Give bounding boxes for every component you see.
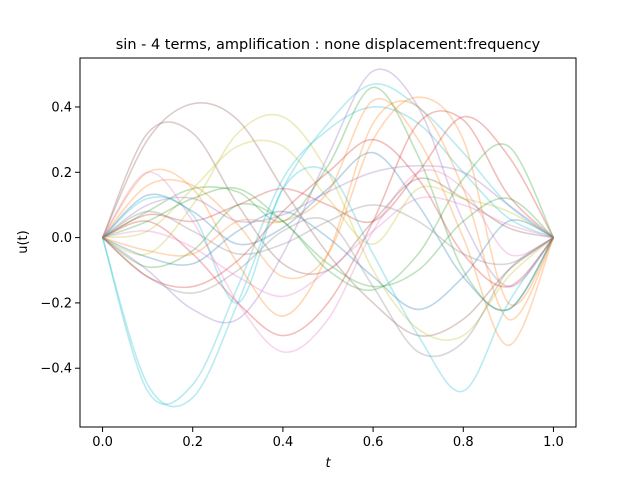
plot-frame — [79, 57, 577, 428]
series-line-21 — [102, 138, 555, 289]
series-line-1 — [101, 83, 554, 408]
series-line-20 — [102, 164, 554, 239]
x-tick-label: 0.4 — [273, 435, 294, 450]
plot-lines — [101, 68, 555, 408]
x-tick-label: 0.8 — [453, 435, 474, 450]
series-line-7 — [101, 96, 555, 307]
series-line-19 — [102, 97, 555, 347]
x-tick-label: 0.2 — [182, 435, 203, 450]
x-tick-label: 0.0 — [92, 435, 113, 450]
series-line-23 — [102, 196, 554, 298]
series-line-17 — [102, 216, 554, 358]
series-line-3 — [101, 121, 554, 275]
series-line-15 — [101, 151, 555, 312]
y-tick-label: −0.2 — [40, 296, 72, 311]
x-axis: 0.0 0.2 0.4 0.6 0.8 1.0 — [92, 427, 564, 450]
y-axis: −0.4 −0.2 0.0 0.2 0.4 — [40, 100, 80, 377]
series-line-16 — [102, 210, 554, 311]
y-tick-label: 0.4 — [51, 100, 72, 115]
series-line-6 — [101, 100, 555, 321]
x-tick-label: 1.0 — [543, 435, 564, 450]
series-line-8 — [102, 115, 555, 239]
series-line-22 — [102, 186, 554, 288]
y-tick-label: −0.4 — [40, 362, 72, 377]
y-axis-label: u(t) — [16, 230, 31, 253]
series-line-14 — [102, 139, 554, 245]
x-tick-label: 0.6 — [363, 435, 384, 450]
y-tick-label: 0.2 — [51, 166, 72, 181]
y-tick-label: 0.0 — [51, 231, 72, 246]
series-line-2 — [101, 106, 554, 405]
series-line-5 — [102, 68, 555, 324]
series-line-11 — [102, 143, 555, 292]
series-line-13 — [102, 113, 554, 341]
series-line-12 — [102, 86, 555, 312]
series-line-18 — [102, 166, 555, 393]
x-axis-label: t — [325, 456, 331, 471]
series-line-10 — [101, 169, 554, 353]
series-line-9 — [102, 110, 554, 337]
series-line-4 — [101, 102, 554, 337]
series-line-24 — [102, 204, 554, 266]
chart-title: sin - 4 terms, amplification : none disp… — [116, 37, 541, 53]
